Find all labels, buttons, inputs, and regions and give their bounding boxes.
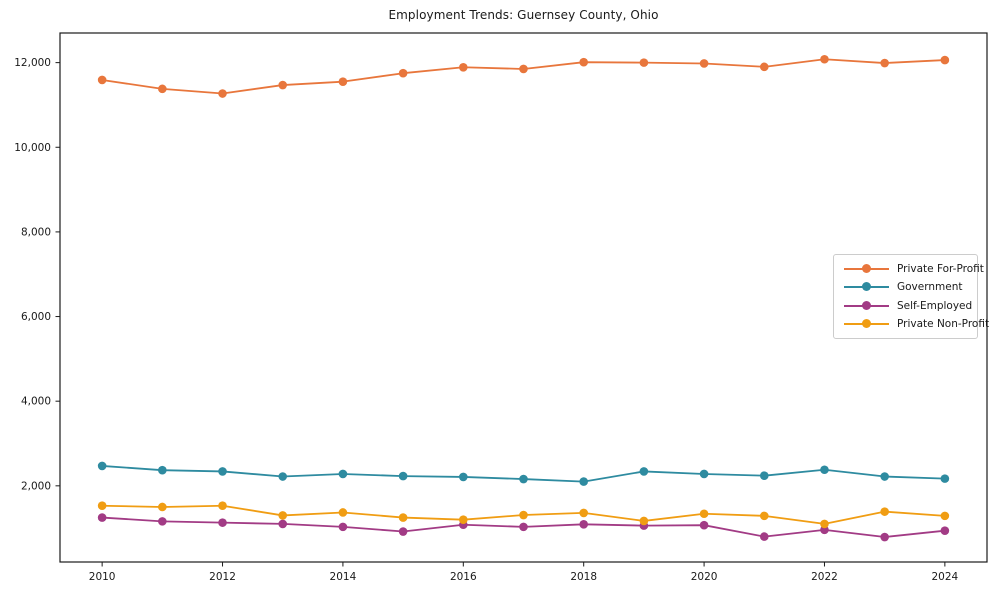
data-point-marker xyxy=(519,522,528,532)
data-point-marker xyxy=(278,472,288,481)
data-point-marker xyxy=(519,510,528,520)
data-point-marker xyxy=(820,465,829,475)
data-point-marker xyxy=(820,525,829,535)
data-point-marker xyxy=(158,517,167,526)
x-axis-tick-label: 2012 xyxy=(209,571,236,583)
legend-label: Self-Employed xyxy=(897,299,973,312)
data-point-marker xyxy=(278,80,288,90)
data-point-marker xyxy=(338,469,348,479)
data-point-marker xyxy=(579,477,588,486)
data-point-marker xyxy=(158,84,167,94)
legend-marker-line xyxy=(844,318,889,328)
x-axis-tick-label: 2022 xyxy=(811,571,838,583)
data-point-marker xyxy=(699,520,709,530)
data-point-marker xyxy=(759,532,769,541)
data-point-marker xyxy=(579,508,588,518)
data-point-marker xyxy=(940,511,950,521)
data-point-marker xyxy=(940,526,950,535)
data-point-marker xyxy=(639,467,649,476)
data-point-marker xyxy=(97,513,107,522)
data-point-marker xyxy=(218,467,227,476)
data-point-marker xyxy=(880,507,889,516)
data-point-marker xyxy=(759,511,769,521)
data-point-marker xyxy=(158,502,167,512)
data-point-marker xyxy=(579,57,588,67)
data-point-marker xyxy=(459,472,468,482)
data-point-marker xyxy=(699,509,709,519)
data-point-marker xyxy=(97,461,107,471)
data-point-marker xyxy=(820,519,829,529)
x-axis-tick-label: 2016 xyxy=(450,571,477,583)
legend-marker-line xyxy=(844,264,889,274)
x-axis-tick-label: 2018 xyxy=(570,571,597,583)
data-point-marker xyxy=(338,77,348,86)
legend-marker-dot xyxy=(862,300,871,310)
data-point-marker xyxy=(278,519,288,529)
data-point-marker xyxy=(278,511,288,520)
legend-item-self-employed: Self-Employed xyxy=(844,297,973,315)
x-axis-tick-label: 2020 xyxy=(691,571,718,583)
data-point-marker xyxy=(759,62,769,72)
legend-marker-line xyxy=(844,300,889,310)
data-point-marker xyxy=(218,518,227,527)
y-axis-tick-label: 4,000 xyxy=(21,396,51,408)
data-point-marker xyxy=(338,508,348,517)
data-point-marker xyxy=(759,471,769,480)
legend-item-private-for-profit: Private For-Profit xyxy=(844,260,984,278)
data-point-marker xyxy=(639,58,649,67)
legend-item-government: Government xyxy=(844,278,969,296)
y-axis-tick-label: 12,000 xyxy=(14,57,51,69)
data-point-marker xyxy=(940,55,950,65)
data-point-marker xyxy=(218,501,227,511)
x-axis-tick-label: 2024 xyxy=(931,571,958,583)
data-point-marker xyxy=(639,516,649,526)
x-axis-tick-label: 2010 xyxy=(89,571,116,583)
legend-label: Government xyxy=(897,281,963,294)
data-point-marker xyxy=(820,54,829,64)
chart-title: Employment Trends: Guernsey County, Ohio xyxy=(388,8,659,22)
legend-marker-dot xyxy=(862,264,871,274)
data-point-marker xyxy=(398,513,408,522)
data-point-marker xyxy=(459,515,468,524)
y-axis-tick-label: 8,000 xyxy=(21,226,51,238)
legend-marker-line xyxy=(844,282,889,292)
data-point-marker xyxy=(97,501,107,511)
y-axis-tick-label: 2,000 xyxy=(21,480,51,492)
data-point-marker xyxy=(880,58,889,68)
data-point-marker xyxy=(218,89,227,98)
data-point-marker xyxy=(880,472,889,481)
data-point-marker xyxy=(880,532,889,542)
legend-label: Private Non-Profit xyxy=(897,317,990,330)
data-point-marker xyxy=(158,465,167,475)
data-point-marker xyxy=(579,520,588,529)
legend-marker-dot xyxy=(862,318,871,328)
data-point-marker xyxy=(699,59,709,68)
x-axis-tick-label: 2014 xyxy=(330,571,357,583)
y-axis-tick-label: 6,000 xyxy=(21,311,51,323)
data-point-marker xyxy=(398,527,408,536)
data-point-marker xyxy=(519,474,528,484)
legend-item-private-non-profit: Private Non-Profit xyxy=(844,315,989,333)
data-point-marker xyxy=(398,471,408,481)
data-point-marker xyxy=(338,522,348,532)
data-point-marker xyxy=(940,474,950,483)
series-line xyxy=(101,58,946,95)
chart-legend: Private For-Profit Government Self-Emplo… xyxy=(833,254,989,339)
data-point-marker xyxy=(97,75,107,85)
legend-label: Private For-Profit xyxy=(897,263,984,276)
data-point-marker xyxy=(459,62,468,72)
data-point-marker xyxy=(699,469,709,479)
data-point-marker xyxy=(519,64,528,74)
legend-marker-dot xyxy=(862,282,871,292)
data-point-marker xyxy=(398,68,408,78)
y-axis-tick-label: 10,000 xyxy=(14,142,51,154)
plot-border xyxy=(59,32,988,563)
